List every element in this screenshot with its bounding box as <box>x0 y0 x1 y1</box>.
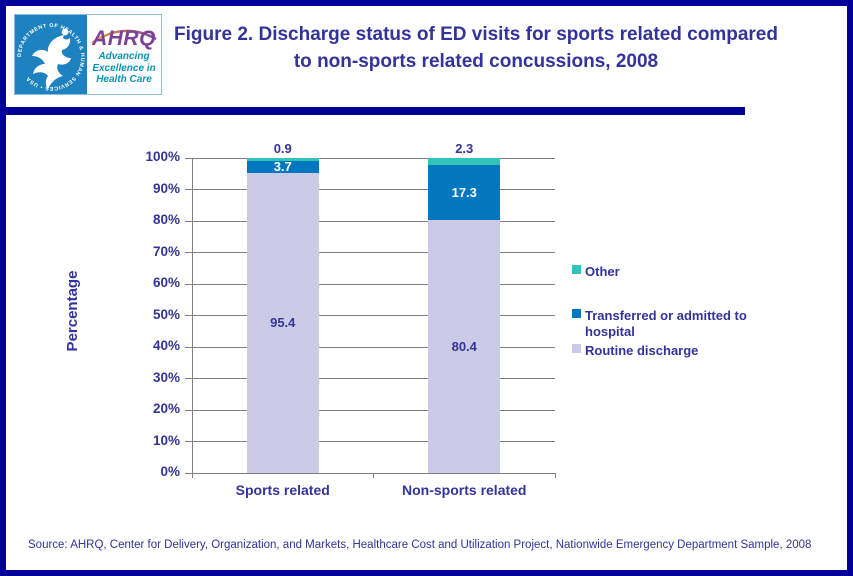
y-tick-label: 50% <box>152 306 180 322</box>
legend-item: Routine discharge <box>572 343 770 361</box>
y-tick-label: 60% <box>152 275 180 290</box>
bar-segment <box>246 172 319 473</box>
logo-arc-icon <box>91 29 157 44</box>
ahrq-hhs-logo: DEPARTMENT OF HEALTH & HUMAN SERVICES • … <box>14 14 162 95</box>
legend: Other Transferred or admitted to hospital… <box>572 264 770 369</box>
legend-color-swatch <box>572 309 581 318</box>
value-label: 3.7 <box>273 159 292 175</box>
gridline <box>192 315 555 316</box>
value-label: 0.9 <box>273 141 292 156</box>
gridline <box>192 220 555 222</box>
figure-content: DEPARTMENT OF HEALTH & HUMAN SERVICES • … <box>0 6 847 570</box>
y-tick-label: 70% <box>152 243 180 259</box>
bar-segment <box>428 158 501 166</box>
y-tick-label: 40% <box>152 338 180 353</box>
ahrq-tagline: Advancing Excellence in Health Care <box>87 51 161 86</box>
y-tick-label: 80% <box>152 212 180 227</box>
value-label: 80.4 <box>451 338 477 354</box>
category-label: Sports related <box>235 482 330 498</box>
tagline-line: Advancing <box>98 51 150 62</box>
gridline <box>192 378 555 379</box>
y-tick <box>185 441 192 442</box>
legend-label: Other <box>585 264 620 279</box>
legend-color-swatch <box>572 265 581 274</box>
legend-color-swatch <box>572 344 581 353</box>
figure-title: Figure 2. Discharge status of ED visits … <box>174 24 778 72</box>
bar-segment <box>246 160 319 173</box>
y-tick <box>185 283 192 285</box>
legend-label: Routine discharge <box>585 343 699 358</box>
bar-non-sports-related: 80.4 17.3 2.3 <box>428 141 501 473</box>
y-tick <box>185 220 192 222</box>
y-tick <box>185 157 192 159</box>
category-label: Non-sports related <box>402 482 527 498</box>
bar-segment <box>428 165 501 220</box>
y-tick-label: 0% <box>160 464 180 479</box>
value-label: 17.3 <box>451 185 477 200</box>
y-tick <box>185 315 192 316</box>
x-tick <box>191 473 193 478</box>
y-tick <box>185 409 192 411</box>
legend-label: Transferred or admitted to hospital <box>585 308 747 339</box>
gridline <box>192 189 555 190</box>
y-tick-label: 100% <box>145 149 180 164</box>
y-tick-label: 30% <box>152 369 180 385</box>
y-tick <box>185 378 192 379</box>
y-axis-title: Percentage <box>64 270 81 352</box>
plot-area: 0% 10% 20% 30% 40% 50% 60% 70% 80% 90% 100% 95.4 3.7… <box>145 141 556 498</box>
tagline-line: Excellence in <box>92 62 156 74</box>
gridline <box>192 409 555 411</box>
y-tick <box>185 189 192 190</box>
value-label: 2.3 <box>455 141 474 156</box>
x-tick <box>373 473 374 478</box>
y-axis-line <box>192 158 193 473</box>
bar-segment <box>246 158 319 161</box>
bar-sports-related: 95.4 3.7 0.9 <box>246 141 319 473</box>
ahrq-wordmark: AHRQ <box>92 27 156 50</box>
legend-item: Other <box>572 264 770 282</box>
bar-segment <box>428 219 501 473</box>
y-tick-label: 10% <box>152 432 180 448</box>
value-label: 95.4 <box>270 315 296 331</box>
y-tick-label: 90% <box>152 180 180 196</box>
y-tick <box>185 252 192 253</box>
gridline <box>192 252 555 253</box>
x-tick <box>554 473 556 478</box>
gridline <box>192 441 555 442</box>
y-tick <box>185 346 192 348</box>
source-note: Source: AHRQ, Center for Delivery, Organ… <box>28 539 812 551</box>
gridline <box>192 157 555 159</box>
tagline-line: Health Care <box>96 74 152 85</box>
y-tick <box>185 472 192 474</box>
hhs-seal: DEPARTMENT OF HEALTH & HUMAN SERVICES • … <box>15 15 87 94</box>
y-tick-label: 20% <box>152 401 180 416</box>
legend-item: Transferred or admitted to hospital <box>572 308 770 339</box>
ahrq-logo-panel: AHRQ Advancing Excellence in Health Care <box>87 15 161 94</box>
gridline <box>192 346 555 348</box>
hhs-eagle-icon: DEPARTMENT OF HEALTH & HUMAN SERVICES • … <box>17 23 85 91</box>
gridline <box>192 283 555 285</box>
header-divider <box>0 107 745 115</box>
